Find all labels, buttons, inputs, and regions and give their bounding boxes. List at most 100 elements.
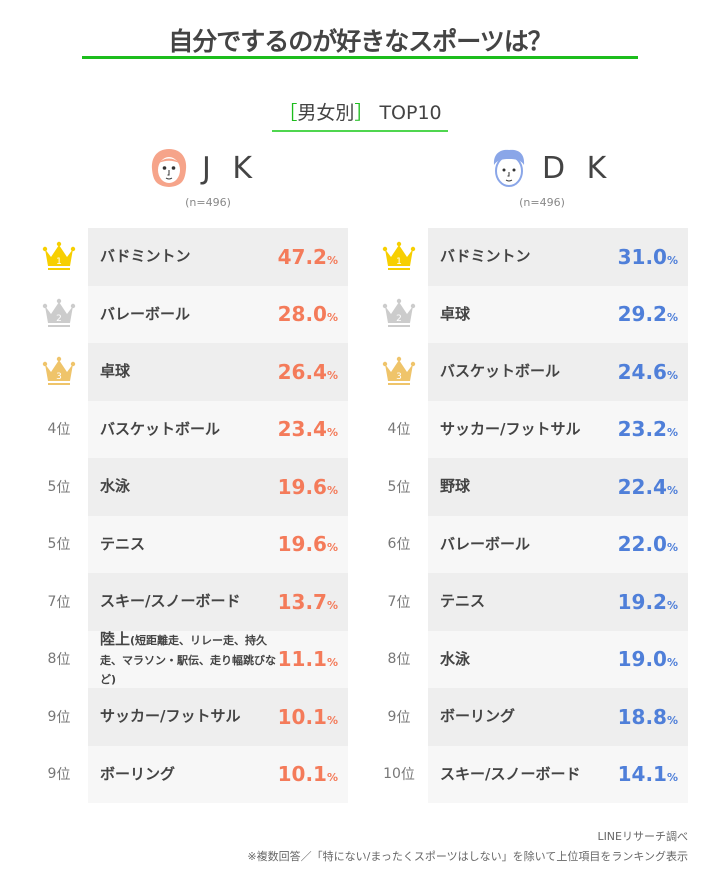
item-name: テニス (428, 592, 618, 612)
rank-suffix: 位 (396, 652, 411, 669)
rank: 1 (30, 228, 88, 286)
table-row: 2 バレーボール 28.0% (30, 285, 370, 344)
rank-suffix: 位 (56, 479, 71, 496)
item-name-text: 水泳 (440, 649, 471, 668)
title-underline (82, 56, 638, 59)
value-number: 10.1 (277, 704, 327, 729)
percent-sign: % (326, 713, 338, 727)
item-name: ボーリング (428, 707, 618, 727)
rank: 2 (370, 286, 428, 344)
item-name: サッカー/フットサル (88, 707, 278, 727)
rank-number: 9 (47, 766, 57, 783)
rank-suffix: 位 (56, 594, 71, 611)
item-name-text: ボーリング (100, 764, 176, 783)
item-value: 10.1% (278, 705, 348, 729)
item-value: 31.0% (618, 245, 688, 269)
rank-number: 4 (387, 421, 397, 438)
jk-sample-size: (n=496) (185, 196, 231, 209)
rank-suffix: 位 (56, 537, 71, 554)
item-cell: ボーリング 18.8% (428, 688, 688, 746)
rank-suffix: 位 (56, 422, 71, 439)
crown-rank-2-icon: 2 (382, 299, 416, 328)
rank-suffix: 位 (396, 479, 411, 496)
item-name-text: バスケットボール (440, 362, 561, 380)
value-number: 13.7 (277, 589, 327, 614)
subtitle-underline (272, 130, 448, 132)
item-cell: 野球 22.4% (428, 458, 688, 516)
value-number: 14.1 (617, 762, 667, 787)
item-name: スキー/スノーボード (88, 592, 278, 612)
item-cell: スキー/スノーボード 14.1% (428, 745, 688, 803)
rank-number: 9 (387, 708, 397, 725)
rank: 3 (370, 343, 428, 401)
item-value: 28.0% (278, 302, 348, 326)
percent-sign: % (666, 713, 678, 727)
item-name: バスケットボール (88, 420, 278, 440)
value-number: 19.2 (617, 589, 667, 614)
table-row: 2 卓球 29.2% (370, 285, 710, 344)
item-value: 29.2% (618, 302, 688, 326)
item-value: 19.2% (618, 590, 688, 614)
rank-suffix: 位 (396, 422, 411, 439)
item-name: 卓球 (428, 305, 618, 325)
crown-rank-3-icon: 3 (382, 356, 416, 385)
item-name-text: 卓球 (100, 362, 131, 380)
item-name-text: テニス (440, 592, 486, 610)
percent-sign: % (326, 656, 338, 670)
item-cell: 卓球 26.4% (88, 343, 348, 401)
item-name-text: バレーボール (440, 534, 531, 553)
item-cell: ボーリング 10.1% (88, 745, 348, 803)
item-cell: バレーボール 22.0% (428, 515, 688, 573)
item-cell: サッカー/フットサル 10.1% (88, 688, 348, 746)
rank-number: 9 (47, 708, 57, 725)
item-name-text: テニス (100, 534, 146, 553)
percent-sign: % (326, 426, 338, 440)
percent-sign: % (326, 541, 338, 555)
rank-number: 5 (47, 478, 57, 495)
jk-label: J K (202, 150, 259, 186)
rank: 2 (30, 286, 88, 344)
percent-sign: % (326, 483, 338, 497)
svg-text:3: 3 (396, 372, 402, 382)
rank-number: 4 (47, 421, 57, 438)
value-number: 29.2 (617, 302, 667, 327)
item-name: バドミントン (428, 247, 618, 267)
value-number: 11.1 (277, 647, 327, 672)
item-note: (短距離走、リレー走、持久走、マラソン・駅伝、走り幅跳びなど) (100, 634, 276, 686)
item-value: 23.4% (278, 417, 348, 441)
item-value: 26.4% (278, 360, 348, 384)
table-row: 1 バドミントン 31.0% (370, 228, 710, 286)
item-value: 24.6% (618, 360, 688, 384)
value-number: 31.0 (617, 244, 667, 269)
percent-sign: % (326, 311, 338, 325)
rank-number: 5 (47, 536, 57, 553)
source-note: LINEリサーチ調べ (597, 830, 688, 843)
item-name: テニス (88, 535, 278, 555)
item-value: 22.4% (618, 475, 688, 499)
item-value: 23.2% (618, 417, 688, 441)
item-cell: バスケットボール 23.4% (88, 400, 348, 458)
value-number: 19.0 (617, 647, 667, 672)
bracket-close: ］ (354, 102, 374, 124)
item-name: バレーボール (428, 535, 618, 555)
value-number: 23.4 (277, 417, 327, 442)
rank-number: 8 (47, 651, 57, 668)
item-name-text: 陸上 (100, 630, 131, 648)
jk-header: J K (148, 148, 258, 188)
crown-rank-1-icon: 1 (382, 241, 416, 270)
rank-number: 7 (387, 593, 397, 610)
item-value: 19.6% (278, 475, 348, 499)
percent-sign: % (666, 771, 678, 785)
item-name: 野球 (428, 477, 618, 497)
table-row: 1 バドミントン 47.2% (30, 228, 370, 286)
item-cell: バスケットボール 24.6% (428, 343, 688, 401)
item-name: バドミントン (88, 247, 278, 267)
value-number: 26.4 (277, 359, 327, 384)
